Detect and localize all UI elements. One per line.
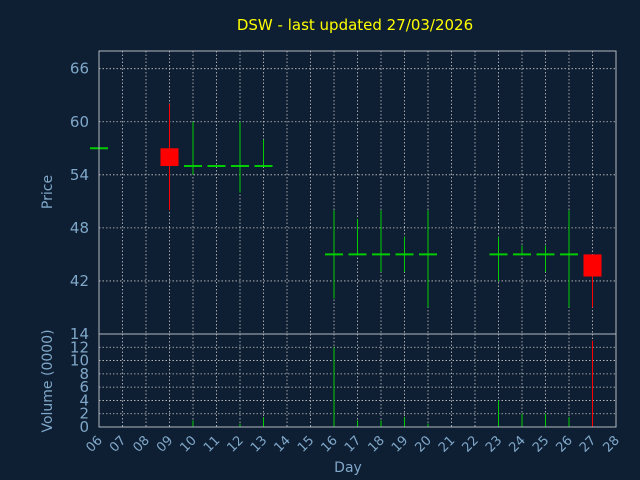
price-tick-label: 54: [70, 166, 89, 184]
volume-tick-label: 14: [70, 325, 89, 343]
volume-tick-label: 6: [79, 378, 89, 396]
x-tick-label: 08: [131, 433, 153, 455]
price-tick-label: 60: [70, 113, 89, 131]
price-tick-label: 42: [70, 272, 89, 290]
x-tick-label: 27: [577, 433, 599, 455]
x-tick-label: 07: [107, 433, 129, 455]
chart-title: DSW - last updated 27/03/2026: [237, 16, 473, 34]
x-tick-label: 10: [178, 433, 200, 455]
x-tick-label: 28: [601, 433, 623, 455]
x-axis-label: Day: [334, 460, 362, 476]
volume-tick-label: 2: [79, 405, 89, 423]
volume-axis-label: Volume (0000): [40, 329, 56, 432]
price-axis-label: Price: [40, 175, 56, 209]
x-tick-label: 12: [225, 433, 247, 455]
x-tick-label: 21: [436, 433, 458, 455]
x-tick-label: 06: [84, 433, 106, 455]
x-tick-label: 14: [272, 433, 294, 455]
x-tick-label: 24: [507, 433, 529, 455]
x-tick-label: 26: [554, 433, 576, 455]
x-tick-label: 22: [460, 433, 482, 455]
x-tick-label: 09: [154, 433, 176, 455]
x-tick-label: 20: [413, 433, 435, 455]
x-tick-label: 13: [248, 433, 270, 455]
x-tick-label: 23: [483, 433, 505, 455]
volume-tick-label: 10: [70, 352, 89, 370]
volume-tick-label: 4: [79, 391, 89, 409]
volume-tick-label: 0: [79, 418, 89, 436]
price-tick-label: 48: [70, 219, 89, 237]
x-tick-label: 16: [319, 433, 341, 455]
x-tick-label: 17: [342, 433, 364, 455]
volume-tick-label: 8: [79, 365, 89, 383]
volume-tick-label: 12: [70, 338, 89, 356]
x-tick-label: 18: [366, 433, 388, 455]
x-tick-label: 19: [389, 433, 411, 455]
candle-body: [160, 148, 179, 166]
candle-body: [583, 254, 602, 277]
x-tick-label: 11: [201, 433, 223, 455]
volume-panel-frame: [98, 333, 617, 428]
price-tick-label: 66: [70, 60, 89, 78]
x-tick-label: 15: [295, 433, 317, 455]
x-tick-label: 25: [530, 433, 552, 455]
